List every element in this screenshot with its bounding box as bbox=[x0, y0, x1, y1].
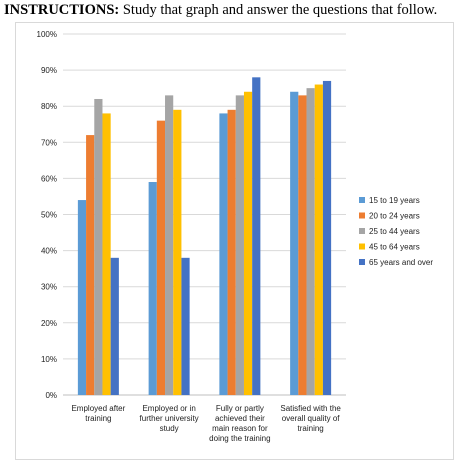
x-category-label: further university bbox=[140, 414, 199, 423]
bar bbox=[181, 257, 190, 395]
y-tick-label: 60% bbox=[41, 174, 57, 183]
y-tick-label: 80% bbox=[41, 102, 57, 111]
bar bbox=[148, 182, 157, 395]
x-category-label: training bbox=[85, 414, 111, 423]
bar bbox=[243, 91, 253, 395]
legend-swatch bbox=[359, 197, 365, 203]
x-category-label: training bbox=[298, 424, 324, 433]
legend-swatch bbox=[359, 243, 365, 250]
legend-swatch bbox=[359, 212, 365, 219]
y-tick-label: 20% bbox=[41, 319, 57, 328]
x-category-label: achieved their bbox=[215, 414, 265, 423]
bar bbox=[314, 84, 323, 395]
instructions-label: INSTRUCTIONS: bbox=[4, 2, 120, 18]
bar bbox=[219, 113, 228, 396]
y-tick-label: 50% bbox=[41, 211, 57, 220]
legend-label: 65 years and over bbox=[369, 258, 433, 267]
legend-swatch bbox=[359, 259, 365, 265]
x-category-label: doing the training bbox=[209, 434, 270, 443]
x-category-label: Employed or in bbox=[142, 404, 195, 413]
instructions-body: Study that graph and answer the question… bbox=[122, 2, 438, 18]
bar bbox=[306, 88, 315, 396]
bar-chart: 0% 10% 20% 30% 40% 50% 60% 70% 80% 90% 100% Employe… bbox=[37, 30, 434, 443]
bar bbox=[110, 257, 119, 395]
legend-label: 25 to 44 years bbox=[369, 227, 420, 236]
y-tick-label: 0% bbox=[45, 391, 57, 400]
bar bbox=[322, 80, 332, 396]
y-tick-label: 30% bbox=[41, 283, 57, 292]
bar bbox=[102, 113, 111, 396]
bar bbox=[227, 109, 236, 395]
bar bbox=[298, 95, 307, 396]
x-category-label: study bbox=[160, 424, 179, 433]
x-category-label: Fully or partly bbox=[216, 404, 264, 413]
legend-label: 45 to 64 years bbox=[369, 243, 420, 252]
bar bbox=[156, 120, 166, 395]
y-tick-label: 90% bbox=[41, 66, 57, 75]
bar bbox=[290, 91, 299, 395]
bar bbox=[165, 95, 174, 396]
x-category-label: Employed after bbox=[71, 404, 125, 413]
bar bbox=[235, 95, 244, 396]
bar bbox=[86, 135, 95, 395]
y-tick-label: 100% bbox=[37, 30, 57, 39]
y-tick-label: 40% bbox=[41, 247, 57, 256]
chart-frame: 0% 10% 20% 30% 40% 50% 60% 70% 80% 90% 100% Employe… bbox=[15, 22, 454, 460]
bar bbox=[77, 200, 87, 395]
y-tick-label: 10% bbox=[41, 355, 57, 364]
x-category-label: overall quality of bbox=[282, 414, 341, 423]
x-category-label: main reason for bbox=[212, 424, 268, 433]
legend-label: 15 to 19 years bbox=[369, 196, 420, 205]
bar bbox=[173, 109, 182, 395]
bar bbox=[252, 77, 261, 395]
instructions-text: INSTRUCTIONS: Study that graph and answe… bbox=[4, 2, 470, 19]
legend-label: 20 to 24 years bbox=[369, 212, 420, 221]
y-tick-label: 70% bbox=[41, 138, 57, 147]
x-category-label: Satisfied with the bbox=[280, 404, 341, 413]
legend-swatch bbox=[359, 228, 365, 234]
bar bbox=[94, 98, 103, 395]
